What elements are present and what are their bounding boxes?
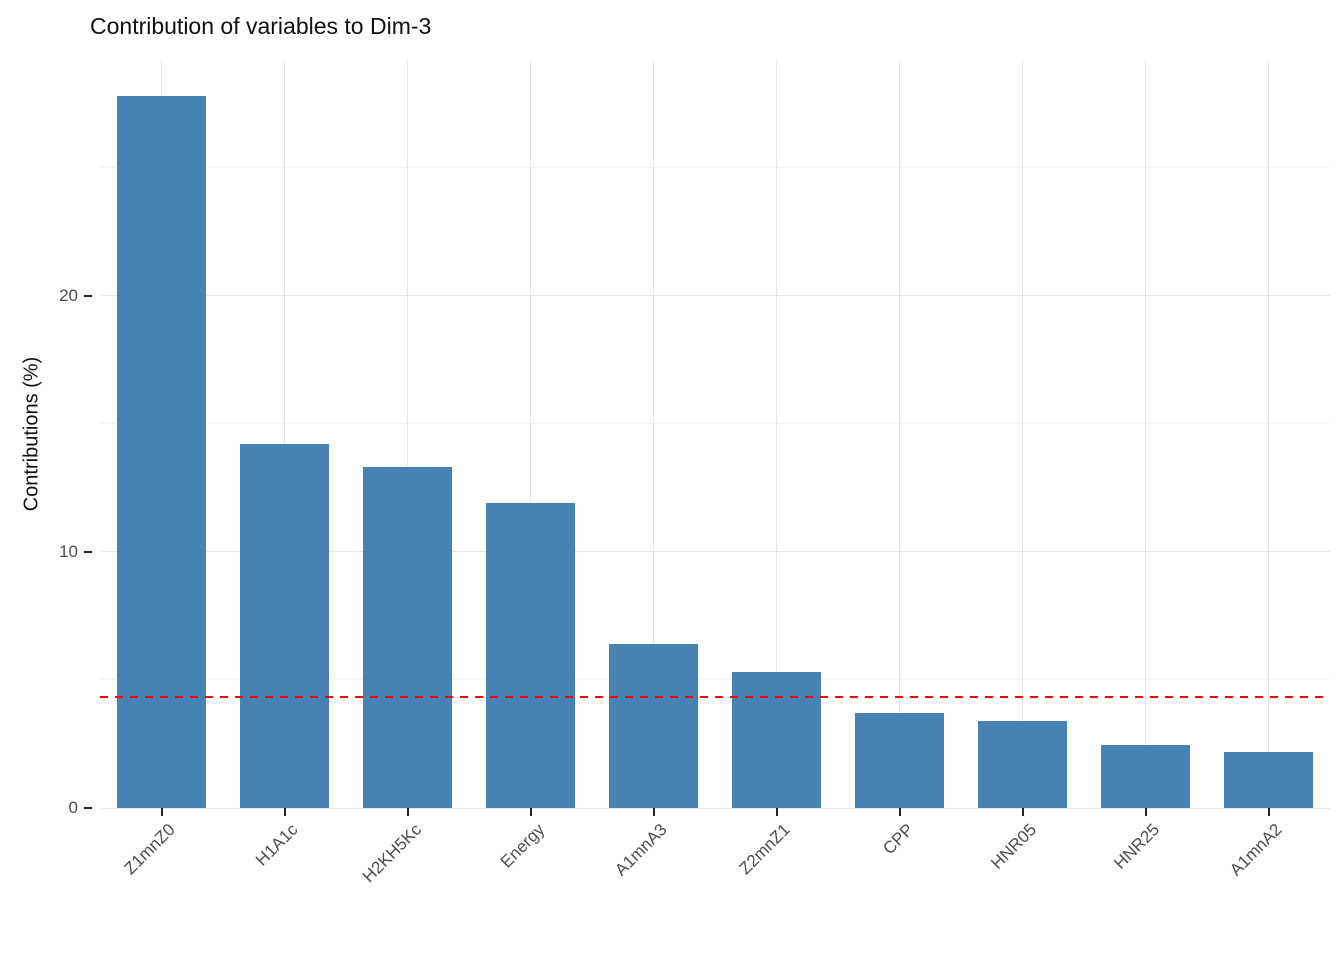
x-tick-mark: [529, 808, 532, 816]
x-tick-label: CPP: [878, 820, 917, 859]
gridline-major-x: [653, 60, 654, 808]
gridline-major-x: [1022, 60, 1023, 808]
bar: [855, 713, 944, 808]
x-tick-label: A1mnA2: [1226, 820, 1286, 880]
y-tick-label: 10: [59, 541, 78, 561]
gridline-major-x: [407, 60, 408, 808]
gridline-major-x: [1268, 60, 1269, 808]
bar: [486, 503, 575, 808]
x-tick-mark: [283, 808, 286, 816]
y-tick-label: 20: [59, 285, 78, 305]
y-axis-title: Contributions (%): [20, 356, 43, 512]
bar: [117, 95, 206, 808]
y-tick-mark: [84, 807, 92, 809]
bar: [978, 720, 1067, 808]
gridline-major-y: [100, 295, 1330, 297]
x-tick-label: Z2mnZ1: [735, 820, 794, 879]
gridline-major-x: [530, 60, 531, 808]
plot-panel: [100, 60, 1330, 809]
bar: [1224, 751, 1313, 808]
chart-title: Contribution of variables to Dim-3: [90, 13, 432, 39]
gridline-major-y: [100, 807, 1330, 809]
gridline-minor-y: [100, 423, 1330, 425]
gridline-major-x: [284, 60, 285, 808]
x-tick-mark: [898, 808, 901, 816]
x-tick-label: A1mnA3: [611, 820, 671, 880]
bar: [732, 672, 821, 808]
x-tick-mark: [160, 808, 163, 816]
gridline-minor-y: [100, 167, 1330, 169]
x-tick-label: Energy: [496, 820, 548, 872]
gridline-major-x: [1145, 60, 1146, 808]
x-tick-label: H1A1c: [252, 820, 302, 870]
bar: [609, 644, 698, 808]
gridline-major-y: [100, 551, 1330, 553]
x-tick-label: HNR05: [987, 820, 1040, 873]
x-tick-mark: [406, 808, 409, 816]
bar: [363, 467, 452, 808]
bar: [240, 444, 329, 808]
gridline-major-x: [776, 60, 777, 808]
gridline-minor-y: [100, 679, 1330, 681]
x-tick-mark: [775, 808, 778, 816]
x-tick-mark: [1021, 808, 1024, 816]
x-tick-mark: [1267, 808, 1270, 816]
gridline-major-x: [899, 60, 900, 808]
y-tick-label: 0: [68, 798, 78, 817]
bar: [1101, 745, 1190, 808]
x-tick-mark: [1144, 808, 1147, 816]
x-tick-label: Z1mnZ0: [120, 820, 179, 879]
y-tick-mark: [84, 550, 92, 553]
y-tick-mark: [84, 294, 92, 297]
x-tick-label: H2KH5Kc: [358, 820, 425, 887]
x-tick-mark: [652, 808, 655, 816]
x-tick-label: HNR25: [1110, 820, 1163, 873]
reference-line: [100, 695, 1330, 698]
